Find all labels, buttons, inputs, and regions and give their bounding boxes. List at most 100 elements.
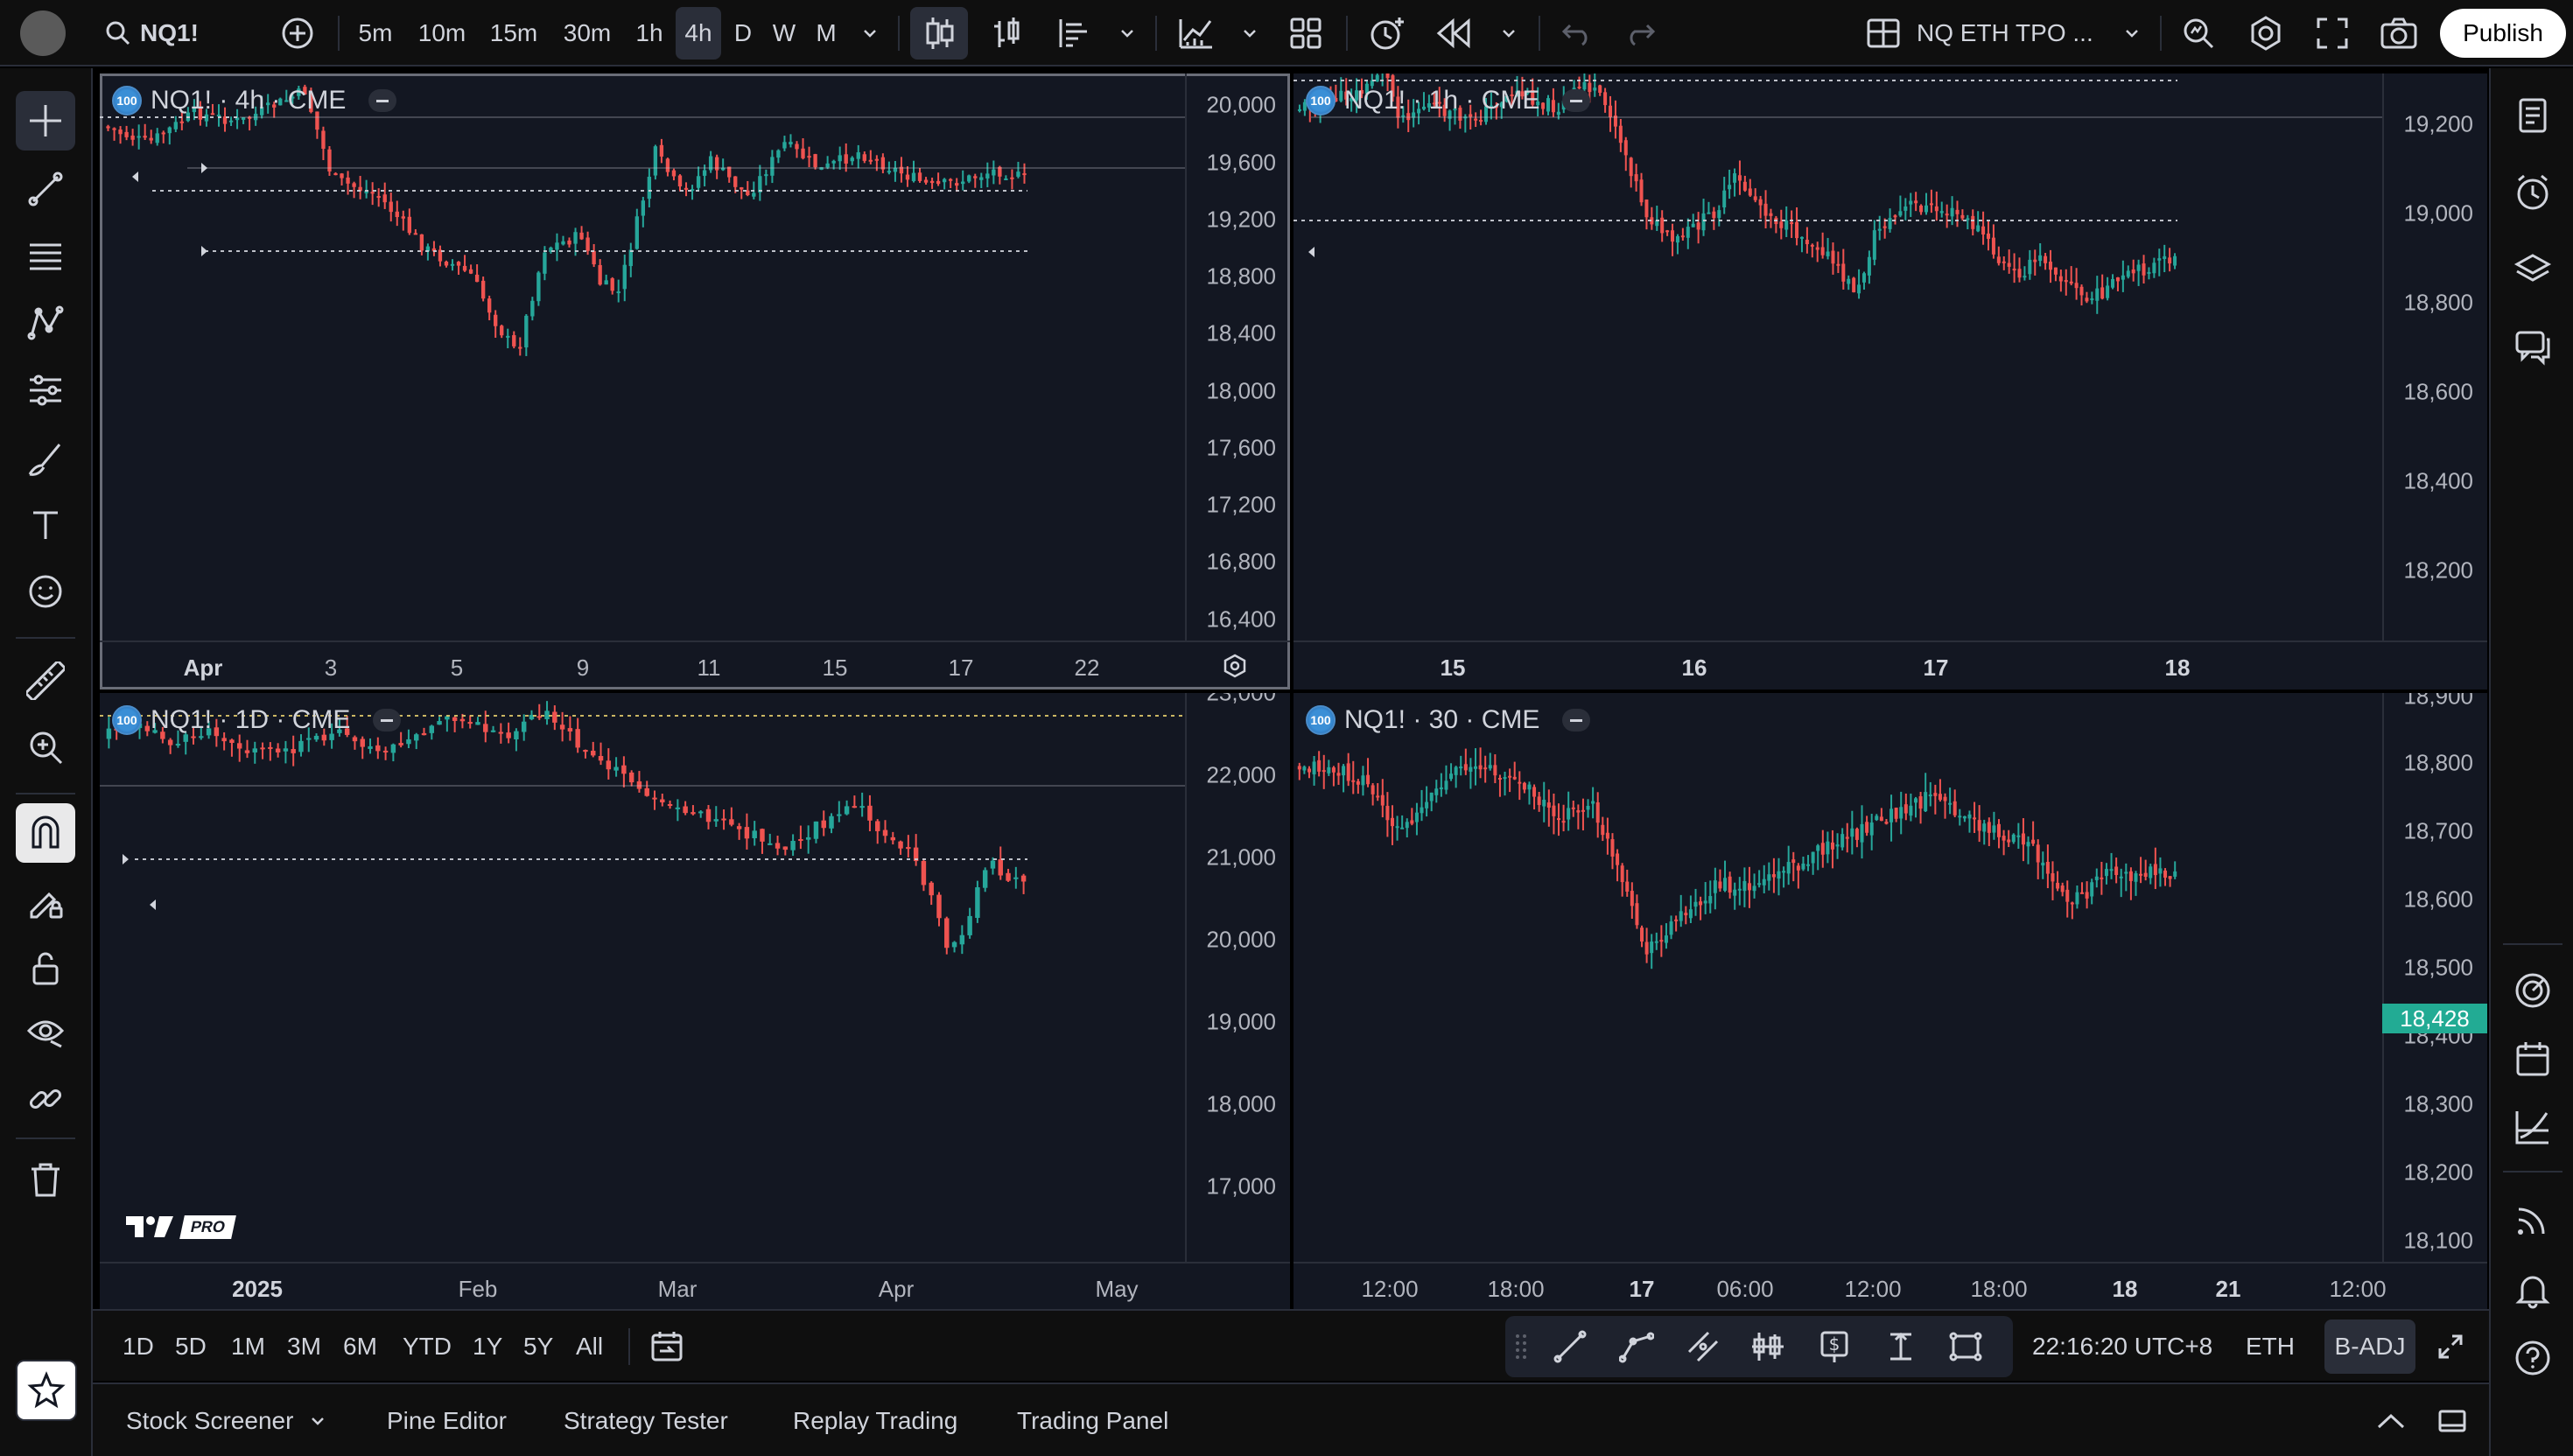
technicals-button[interactable] <box>2503 961 2562 1020</box>
range-ytd[interactable]: YTD <box>403 1333 452 1360</box>
range-3m[interactable]: 3M <box>287 1333 321 1360</box>
quick-search-button[interactable] <box>2172 0 2225 66</box>
interval-d[interactable]: D <box>733 19 753 46</box>
object-tree-button[interactable] <box>2503 240 2562 299</box>
chart-pane-4h[interactable]: 100 NQ1! · 4h · CME 20,000 19,600 19,200… <box>100 74 1290 690</box>
range-5d[interactable]: 5D <box>175 1333 207 1360</box>
tab-pine-editor[interactable]: Pine Editor <box>387 1407 507 1434</box>
price-axis[interactable]: 18,900 18,800 18,700 18,600 18,500 18,40… <box>2382 693 2487 1262</box>
candles-chart-type-button[interactable] <box>910 7 968 60</box>
pattern-tool[interactable] <box>16 294 75 354</box>
time-axis[interactable]: 15 16 17 18 <box>1294 640 2487 690</box>
settings-button[interactable] <box>2239 0 2293 66</box>
adjustment-toggle[interactable]: B-ADJ <box>2324 1320 2415 1374</box>
pane-legend[interactable]: 100 NQ1! · 4h · CME <box>112 86 397 116</box>
expand-panel-button[interactable] <box>2372 1384 2410 1456</box>
options-button[interactable] <box>2503 1097 2562 1157</box>
publish-button[interactable]: Publish <box>2440 9 2566 58</box>
settings-gear-icon[interactable] <box>1222 653 1248 679</box>
bars-chart-type-button[interactable] <box>980 0 1033 66</box>
go-to-date-button[interactable] <box>642 1311 691 1382</box>
interval-m[interactable]: M <box>816 19 837 46</box>
path-icon[interactable] <box>1619 1329 1654 1364</box>
time-axis[interactable]: 12:00 18:00 17 06:00 12:00 18:00 18 21 1… <box>1294 1262 2487 1309</box>
drag-handle-icon[interactable] <box>1514 1332 1528 1366</box>
undo-button[interactable] <box>1553 0 1602 66</box>
pane-legend[interactable]: 100 NQ1! · 30 · CME <box>1306 705 1591 735</box>
fib-tool[interactable] <box>16 228 75 287</box>
watchlist-button[interactable] <box>2503 86 2562 145</box>
candlestick-chart[interactable] <box>1294 693 2487 1309</box>
range-all[interactable]: All <box>576 1333 604 1360</box>
rectangle-icon[interactable] <box>1948 1329 1983 1364</box>
pane-legend[interactable]: 100 NQ1! · 1D · CME <box>112 705 402 735</box>
lock-drawings-button[interactable] <box>16 938 75 998</box>
price-axis[interactable]: 20,000 19,600 19,200 18,800 18,400 18,00… <box>1185 74 1290 640</box>
interval-4h[interactable]: 4h <box>676 7 721 60</box>
chart-pane-1h[interactable]: 100 NQ1! · 1h · CME 19,200 19,000 18,800… <box>1294 74 2487 690</box>
interval-w[interactable]: W <box>772 19 796 46</box>
sync-drawings-button[interactable] <box>16 1069 75 1129</box>
chart-pane-30m[interactable]: 100 NQ1! · 30 · CME 18,900 18,800 18,700… <box>1294 693 2487 1309</box>
text-tool[interactable] <box>16 495 75 555</box>
news-feed-button[interactable] <box>2503 1190 2562 1250</box>
maximize-panel-button[interactable] <box>2433 1384 2471 1456</box>
candlestick-chart[interactable] <box>100 74 1290 690</box>
tab-trading-panel[interactable]: Trading Panel <box>1017 1407 1169 1434</box>
templates-button[interactable] <box>1279 0 1332 66</box>
interval-10m[interactable]: 10m <box>417 19 466 46</box>
indicators-button[interactable] <box>1169 0 1223 66</box>
range-1y[interactable]: 1Y <box>473 1333 503 1360</box>
indicators-dropdown[interactable] <box>1234 0 1265 66</box>
maximize-chart-button[interactable] <box>2433 1311 2468 1382</box>
collapse-legend-button[interactable] <box>1562 709 1591 732</box>
chart-pane-1d[interactable]: 100 NQ1! · 1D · CME 23,000 22,000 21,000… <box>100 693 1290 1309</box>
range-5y[interactable]: 5Y <box>523 1333 554 1360</box>
magnet-mode-button[interactable] <box>16 803 75 863</box>
hide-drawings-button[interactable] <box>16 1003 75 1062</box>
tab-replay-trading[interactable]: Replay Trading <box>793 1407 958 1434</box>
layout-select-button[interactable] <box>1859 0 1908 66</box>
tradingview-logo[interactable]: PRO <box>124 1214 236 1239</box>
interval-5m[interactable]: 5m <box>358 19 393 46</box>
trend-line-icon[interactable] <box>1553 1329 1588 1364</box>
collapse-legend-button[interactable] <box>368 89 397 112</box>
time-axis[interactable]: Apr 3 5 9 11 15 17 22 <box>100 640 1290 690</box>
alerts-button[interactable] <box>2503 163 2562 222</box>
interval-15m[interactable]: 15m <box>489 19 538 46</box>
alert-button[interactable] <box>1358 0 1416 66</box>
snapshot-button[interactable] <box>2372 0 2426 66</box>
pane-legend[interactable]: 100 NQ1! · 1h · CME <box>1306 86 1591 116</box>
fullscreen-button[interactable] <box>2305 0 2359 66</box>
price-axis[interactable]: 23,000 22,000 21,000 20,000 19,000 18,00… <box>1185 693 1290 1262</box>
help-button[interactable] <box>2503 1328 2562 1388</box>
replay-dropdown[interactable] <box>1493 0 1525 66</box>
redo-button[interactable] <box>1616 0 1665 66</box>
parallel-channel-icon[interactable] <box>1686 1329 1721 1364</box>
price-axis[interactable]: 19,200 19,000 18,800 18,600 18,400 18,20… <box>2382 74 2487 640</box>
replay-button[interactable] <box>1428 0 1481 66</box>
tab-strategy-tester[interactable]: Strategy Tester <box>564 1407 728 1434</box>
measure-tool[interactable] <box>16 651 75 710</box>
tab-stock-screener[interactable]: Stock Screener <box>126 1384 326 1456</box>
trend-line-tool[interactable] <box>16 159 75 219</box>
emoji-tool[interactable] <box>16 562 75 621</box>
chats-button[interactable] <box>2503 317 2562 376</box>
user-avatar[interactable] <box>12 0 74 66</box>
time-axis[interactable]: 2025 Feb Mar Apr May <box>100 1262 1290 1309</box>
chart-type-dropdown[interactable] <box>1111 0 1143 66</box>
calendar-button[interactable] <box>2503 1029 2562 1088</box>
range-1m[interactable]: 1M <box>231 1333 265 1360</box>
interval-30m[interactable]: 30m <box>563 19 612 46</box>
range-1d[interactable]: 1D <box>123 1333 154 1360</box>
candlestick-chart[interactable] <box>100 693 1290 1309</box>
stay-in-drawing-mode-button[interactable] <box>16 872 75 931</box>
candlestick-chart[interactable] <box>1294 74 2487 690</box>
interval-1h[interactable]: 1h <box>635 19 663 46</box>
collapse-legend-button[interactable] <box>373 709 402 732</box>
collapse-legend-button[interactable] <box>1562 89 1591 112</box>
range-6m[interactable]: 6M <box>343 1333 377 1360</box>
clock[interactable]: 22:16:20 UTC+8 <box>2032 1333 2213 1360</box>
layout-dropdown[interactable] <box>2116 0 2148 66</box>
favorites-toolbar-button[interactable] <box>16 1360 77 1421</box>
